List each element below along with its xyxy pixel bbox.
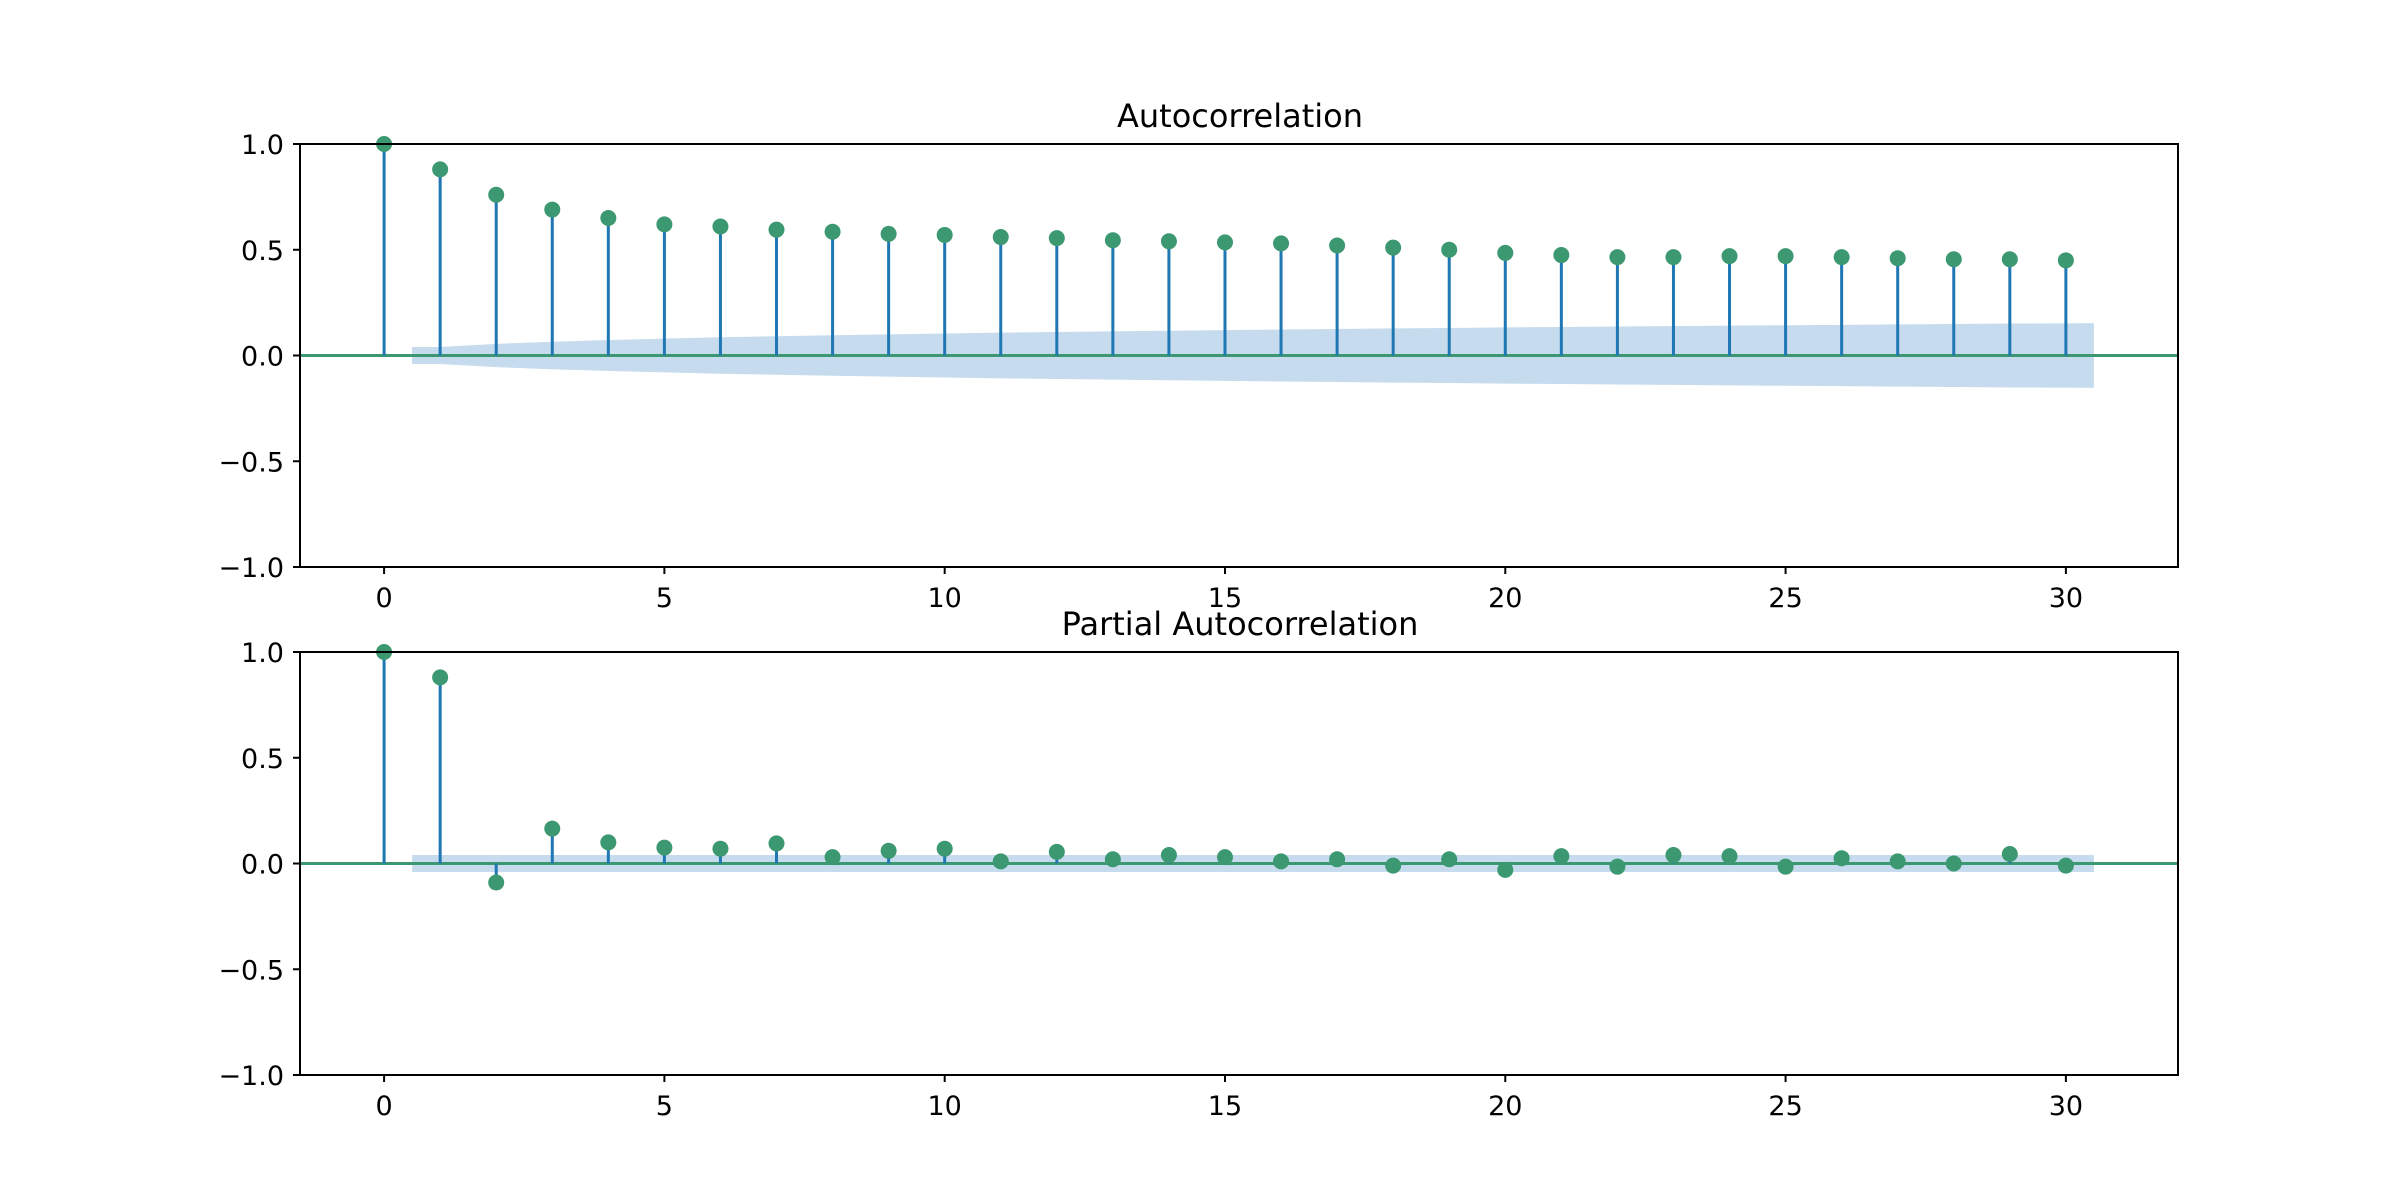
- acf-point-lag-21: [1553, 247, 1570, 264]
- acf-point-lag-19: [1441, 241, 1458, 258]
- acf-x-tick-label: 10: [928, 583, 962, 614]
- acf-title: Autocorrelation: [1117, 97, 1363, 135]
- acf-x-tick-label: 30: [2049, 583, 2083, 614]
- pacf-point-lag-4: [600, 834, 617, 851]
- acf-y-tick-label: 0.5: [241, 236, 284, 267]
- acf-point-lag-5: [656, 216, 673, 233]
- pacf-point-lag-1: [432, 669, 449, 686]
- acf-point-lag-17: [1329, 237, 1346, 254]
- pacf-x-tick-label: 10: [928, 1091, 962, 1122]
- acf-x-tick-label: 15: [1208, 583, 1242, 614]
- acf-point-lag-15: [1216, 234, 1233, 251]
- acf-point-lag-6: [712, 218, 729, 235]
- acf-point-lag-7: [768, 221, 785, 238]
- pacf-point-lag-14: [1160, 847, 1177, 864]
- acf-point-lag-18: [1385, 239, 1402, 256]
- pacf-point-lag-24: [1721, 848, 1738, 865]
- acf-point-lag-9: [880, 225, 897, 242]
- pacf-point-lag-22: [1609, 858, 1626, 875]
- pacf-point-lag-18: [1385, 857, 1402, 874]
- acf-point-lag-23: [1665, 249, 1682, 266]
- acf-x-tick-label: 0: [375, 583, 392, 614]
- acf-point-lag-12: [1048, 230, 1065, 247]
- pacf-point-lag-28: [1945, 855, 1962, 872]
- pacf-point-lag-21: [1553, 848, 1570, 865]
- pacf-point-lag-6: [712, 840, 729, 857]
- pacf-x-tick-label: 20: [1488, 1091, 1522, 1122]
- pacf-point-lag-2: [488, 874, 505, 891]
- pacf-title: Partial Autocorrelation: [1062, 605, 1419, 643]
- acf-x-tick-label: 5: [656, 583, 673, 614]
- pacf-point-lag-15: [1216, 849, 1233, 866]
- acf-stems-layer: [382, 144, 2068, 356]
- pacf-y-axis: 1.0 0.5 0.0 −0.5 −1.0: [218, 638, 300, 1092]
- acf-point-lag-2: [488, 186, 505, 203]
- acf-x-axis: 0 5 10 15 20 25 30: [375, 567, 2083, 614]
- pacf-point-lag-23: [1665, 847, 1682, 864]
- acf-point-lag-22: [1609, 249, 1626, 266]
- pacf-point-lag-26: [1833, 850, 1850, 867]
- acf-point-lag-26: [1833, 249, 1850, 266]
- pacf-x-tick-label: 30: [2049, 1091, 2083, 1122]
- pacf-point-lag-3: [544, 820, 561, 837]
- pacf-point-lag-11: [992, 853, 1009, 870]
- acf-point-lag-3: [544, 201, 561, 218]
- acf-x-tick-label: 25: [1768, 583, 1802, 614]
- pacf-x-tick-label: 0: [375, 1091, 392, 1122]
- acf-point-lag-13: [1104, 232, 1121, 249]
- pacf-point-lag-8: [824, 849, 841, 866]
- pacf-y-tick-label: −0.5: [218, 955, 284, 986]
- pacf-y-tick-label: 0.0: [241, 850, 284, 881]
- pacf-point-lag-16: [1273, 853, 1290, 870]
- pacf-point-lag-7: [768, 835, 785, 852]
- acf-point-lag-4: [600, 210, 617, 227]
- acf-y-axis: 1.0 0.5 0.0 −0.5 −1.0: [218, 130, 300, 584]
- pacf-y-tick-label: 1.0: [241, 638, 284, 669]
- acf-point-lag-14: [1160, 233, 1177, 250]
- acf-point-lag-16: [1273, 235, 1290, 252]
- pacf-point-lag-13: [1104, 851, 1121, 868]
- pacf-point-lag-30: [2057, 857, 2074, 874]
- pacf-point-lag-29: [2001, 845, 2018, 862]
- pacf-point-lag-17: [1329, 851, 1346, 868]
- acf-y-tick-label: −1.0: [218, 553, 284, 584]
- acf-markers-layer: [376, 136, 2074, 269]
- pacf-point-lag-5: [656, 839, 673, 856]
- pacf-x-tick-label: 15: [1208, 1091, 1242, 1122]
- pacf-x-tick-label: 5: [656, 1091, 673, 1122]
- acf-y-tick-label: −0.5: [218, 447, 284, 478]
- pacf-point-lag-19: [1441, 851, 1458, 868]
- acf-y-tick-label: 1.0: [241, 130, 284, 161]
- pacf-panel: Partial Autocorrelation 0 5 10 15 20 25 30 1.0…: [218, 605, 2179, 1122]
- acf-point-lag-10: [936, 226, 953, 243]
- acf-point-lag-11: [992, 229, 1009, 246]
- pacf-point-lag-10: [936, 840, 953, 857]
- acf-point-lag-20: [1497, 244, 1514, 261]
- acf-x-tick-label: 20: [1488, 583, 1522, 614]
- acf-point-lag-28: [1945, 251, 1962, 268]
- pacf-x-tick-label: 25: [1768, 1091, 1802, 1122]
- acf-point-lag-25: [1777, 248, 1794, 265]
- pacf-point-lag-20: [1497, 861, 1514, 878]
- pacf-point-lag-27: [1889, 853, 1906, 870]
- acf-y-tick-label: 0.0: [241, 342, 284, 373]
- acf-point-lag-24: [1721, 248, 1738, 265]
- pacf-point-lag-12: [1048, 843, 1065, 860]
- acf-point-lag-29: [2001, 251, 2018, 268]
- acf-point-lag-1: [432, 161, 449, 178]
- acf-panel: Autocorrelation 0 5 10 15 20 25 30 1.0 0.5 0.0 −0…: [218, 97, 2179, 614]
- pacf-x-axis: 0 5 10 15 20 25 30: [375, 1075, 2083, 1122]
- acf-point-lag-8: [824, 223, 841, 240]
- pacf-y-tick-label: −1.0: [218, 1061, 284, 1092]
- pacf-point-lag-9: [880, 842, 897, 859]
- acf-point-lag-27: [1889, 250, 1906, 267]
- pacf-y-tick-label: 0.5: [241, 744, 284, 775]
- pacf-point-lag-25: [1777, 858, 1794, 875]
- acf-point-lag-30: [2057, 252, 2074, 269]
